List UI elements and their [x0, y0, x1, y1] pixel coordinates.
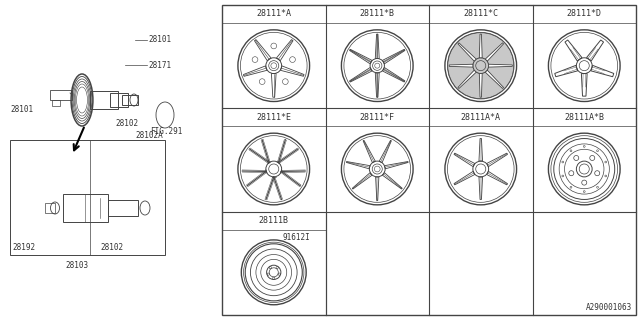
Text: 28171: 28171: [148, 60, 171, 69]
Text: 28111*C: 28111*C: [463, 10, 499, 19]
Bar: [90, 91, 118, 109]
Text: 91612I: 91612I: [283, 233, 310, 242]
Text: A290001063: A290001063: [586, 303, 632, 312]
Text: 28111*D: 28111*D: [567, 10, 602, 19]
Polygon shape: [479, 34, 482, 58]
Text: 28102A: 28102A: [135, 131, 163, 140]
Text: 28101: 28101: [148, 36, 171, 44]
Bar: [222, 5, 636, 315]
Text: 28111*A: 28111*A: [256, 10, 291, 19]
Text: FIG.291: FIG.291: [150, 127, 182, 137]
Text: 28111*F: 28111*F: [360, 113, 395, 122]
Bar: [50, 90, 72, 100]
Polygon shape: [458, 43, 476, 61]
Polygon shape: [488, 64, 512, 67]
Text: 28192: 28192: [12, 244, 35, 252]
Polygon shape: [485, 43, 504, 61]
Polygon shape: [485, 70, 504, 88]
Bar: [45, 203, 55, 213]
Text: 28102: 28102: [115, 119, 138, 129]
Polygon shape: [458, 70, 476, 88]
Text: 28102: 28102: [100, 244, 123, 252]
Circle shape: [448, 33, 514, 99]
Text: 28101: 28101: [10, 106, 33, 115]
Bar: [10, 140, 165, 255]
Text: 28103: 28103: [65, 260, 88, 269]
Bar: [52, 100, 60, 106]
Text: 28111B: 28111B: [259, 216, 289, 225]
Text: 28111*E: 28111*E: [256, 113, 291, 122]
Text: 28111A*A: 28111A*A: [461, 113, 500, 122]
Polygon shape: [449, 64, 473, 67]
Bar: [110, 93, 128, 107]
Bar: [122, 95, 138, 105]
Polygon shape: [479, 74, 482, 97]
Bar: [63, 194, 108, 222]
Text: 28111*B: 28111*B: [360, 10, 395, 19]
Bar: [108, 200, 138, 216]
Text: 28111A*B: 28111A*B: [564, 113, 604, 122]
